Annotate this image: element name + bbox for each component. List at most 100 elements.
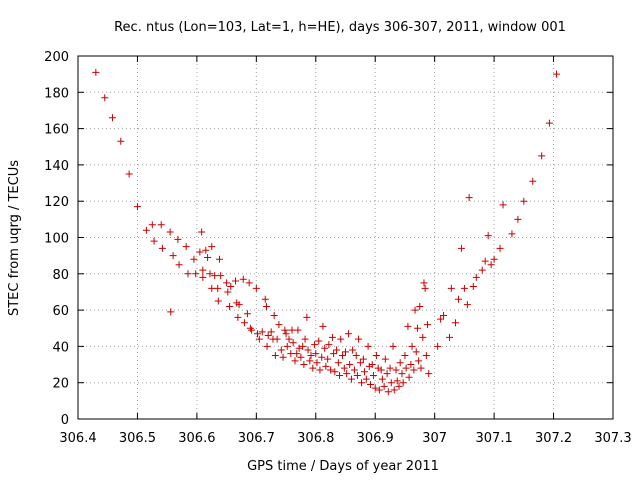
- data-point: [344, 330, 352, 338]
- data-point: [255, 335, 263, 343]
- data-point: [447, 284, 455, 292]
- y-tick-label: 20: [52, 377, 69, 392]
- y-tick-label: 0: [61, 413, 69, 428]
- data-point: [393, 377, 401, 385]
- data-point: [300, 361, 308, 369]
- data-point: [263, 342, 271, 350]
- data-point: [396, 359, 404, 367]
- data-point: [224, 288, 232, 296]
- data-point: [490, 255, 498, 263]
- data-point: [287, 350, 295, 358]
- data-point: [270, 312, 278, 320]
- data-point: [422, 351, 430, 359]
- data-point: [246, 324, 254, 332]
- x-tick-label: 306.6: [178, 431, 215, 446]
- data-point: [377, 366, 385, 374]
- data-point: [206, 270, 214, 278]
- data-point: [347, 375, 355, 383]
- data-point: [245, 279, 253, 287]
- data-point: [389, 342, 397, 350]
- data-point: [350, 366, 358, 374]
- data-point: [142, 226, 150, 234]
- data-point: [364, 342, 372, 350]
- data-point: [366, 381, 374, 389]
- data-point: [262, 302, 270, 310]
- data-point: [398, 370, 406, 378]
- data-point: [190, 255, 198, 263]
- data-point: [412, 348, 420, 356]
- data-point: [380, 382, 388, 390]
- x-tick-label: 306.4: [59, 431, 96, 446]
- data-point: [240, 319, 248, 327]
- data-point: [342, 348, 349, 356]
- data-point: [413, 324, 421, 332]
- data-point: [372, 351, 380, 359]
- data-point: [514, 215, 522, 223]
- data-point: [234, 313, 242, 321]
- x-tick-labels: 306.4 306.5 306.6 306.7 306.8 306.9 307 307.1 30…: [59, 431, 631, 446]
- data-point: [295, 344, 303, 352]
- data-point: [440, 312, 448, 320]
- x-tick-label: 307.2: [535, 431, 572, 446]
- data-point: [478, 266, 486, 274]
- data-point: [538, 152, 546, 160]
- data-point: [108, 114, 116, 122]
- data-point: [420, 279, 428, 287]
- data-point: [392, 366, 400, 374]
- data-point: [235, 301, 243, 309]
- data-point: [451, 319, 459, 327]
- data-point: [277, 346, 285, 354]
- data-point: [293, 350, 301, 358]
- data-point: [211, 272, 219, 280]
- data-point: [316, 366, 324, 374]
- data-point: [337, 335, 345, 343]
- data-point: [469, 283, 477, 291]
- data-point: [472, 273, 480, 281]
- data-point: [125, 170, 133, 178]
- grid-lines: [78, 56, 613, 419]
- data-point: [223, 279, 231, 287]
- x-tick-label: 306.8: [297, 431, 334, 446]
- data-point: [311, 341, 319, 349]
- data-point: [273, 335, 281, 343]
- data-point: [150, 237, 158, 245]
- data-point: [243, 310, 251, 318]
- y-tick-label: 180: [44, 86, 69, 101]
- data-point: [424, 321, 432, 329]
- data-point: [289, 339, 297, 347]
- data-point: [359, 355, 367, 363]
- data-point: [322, 362, 330, 370]
- data-point: [454, 295, 462, 303]
- data-point: [248, 326, 256, 334]
- y-tick-label: 80: [52, 268, 69, 283]
- plot-frame: [77, 55, 614, 420]
- data-point: [175, 261, 183, 269]
- data-point: [313, 359, 321, 367]
- data-point: [520, 197, 528, 205]
- data-point: [324, 355, 332, 363]
- data-point: [214, 284, 222, 292]
- data-point: [294, 326, 302, 334]
- data-point: [508, 230, 516, 238]
- data-point: [157, 221, 165, 229]
- data-point: [318, 353, 326, 361]
- data-point: [404, 322, 412, 330]
- data-point: [158, 244, 166, 252]
- data-point: [148, 221, 156, 229]
- data-point: [275, 321, 283, 329]
- data-point: [214, 297, 222, 305]
- data-point: [199, 266, 207, 274]
- data-point: [184, 270, 192, 278]
- data-point: [312, 350, 320, 358]
- data-point: [361, 368, 369, 376]
- data-point: [283, 342, 291, 350]
- data-point: [460, 284, 468, 292]
- data-point: [307, 351, 315, 359]
- data-point: [399, 379, 407, 387]
- data-point: [353, 371, 361, 379]
- y-tick-label: 200: [44, 50, 69, 65]
- data-point: [411, 306, 419, 314]
- data-point: [358, 379, 366, 387]
- data-point: [352, 351, 360, 359]
